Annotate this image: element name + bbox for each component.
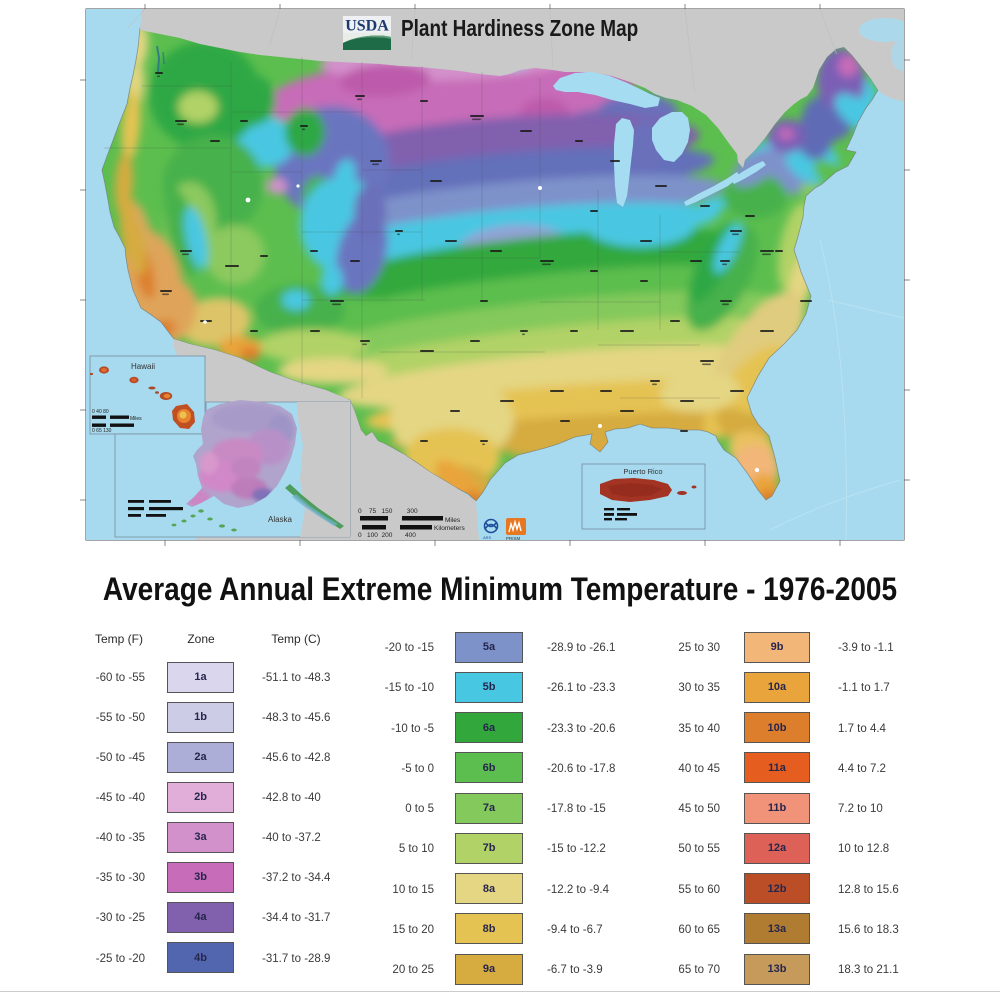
svg-text:PRISM: PRISM [506,536,521,541]
svg-text:0 75 150 300: 0 75 150 300 [358,508,418,515]
svg-text:Hawaii: Hawaii [131,362,155,371]
svg-text:Alaska: Alaska [268,515,293,524]
svg-text:Miles: Miles [130,416,142,422]
svg-text:ARS: ARS [483,535,492,540]
svg-text:Kilometers: Kilometers [434,525,465,532]
svg-text:Puerto Rico: Puerto Rico [623,467,662,476]
svg-text:0 100 200 400: 0 100 200 400 [358,532,416,539]
svg-text:Miles: Miles [445,517,461,524]
svg-text:0 40 80: 0 40 80 [92,409,109,415]
svg-text:USDA: USDA [345,18,389,35]
svg-text:0 65 130: 0 65 130 [92,428,112,434]
